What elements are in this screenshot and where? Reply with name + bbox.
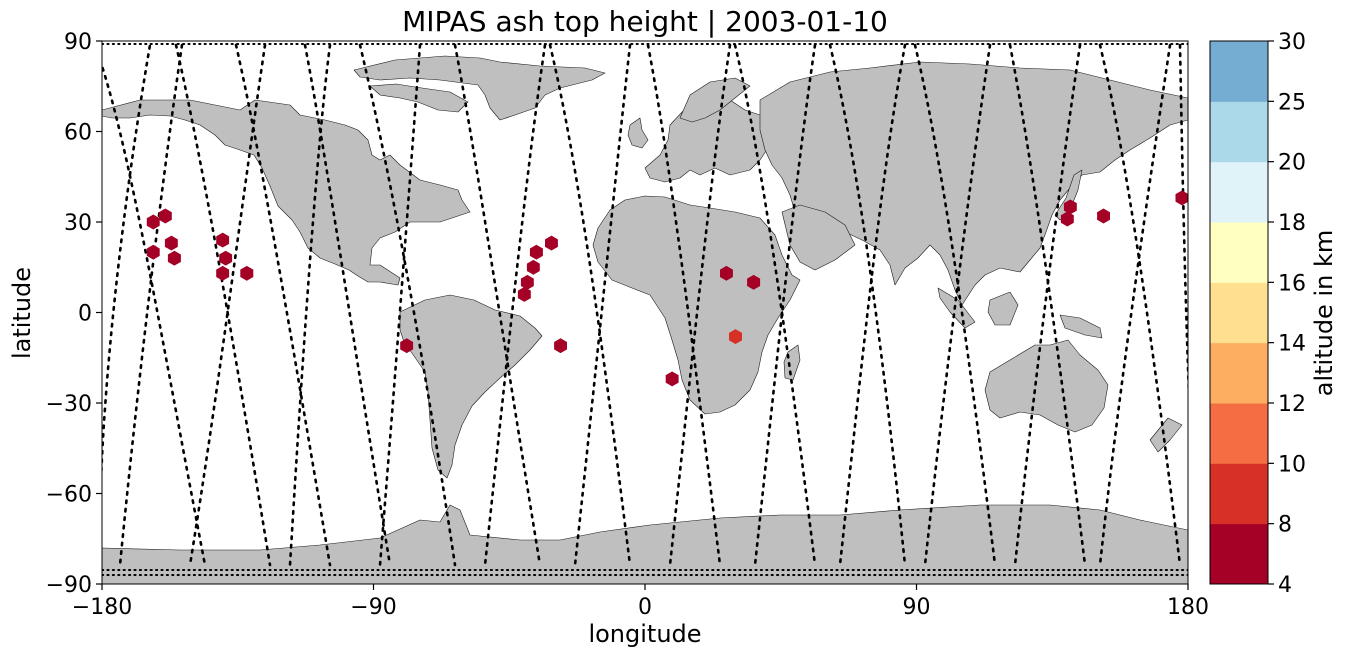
ash-marker xyxy=(219,250,233,266)
y-tick-label: −90 xyxy=(46,573,92,598)
ash-marker xyxy=(240,265,254,281)
land-sumatra xyxy=(937,287,976,329)
land-arctic-islands xyxy=(369,83,469,113)
colorbar-tick-label: 16 xyxy=(1278,271,1306,296)
ash-marker xyxy=(720,265,733,281)
ash-marker xyxy=(1097,208,1110,224)
x-tick-label: 180 xyxy=(1167,595,1209,620)
y-tick-label: −30 xyxy=(46,392,92,417)
land-antarctica xyxy=(102,504,1188,584)
ash-marker xyxy=(554,338,567,354)
x-tick-label: −180 xyxy=(72,595,132,620)
colorbar-tick-label: 8 xyxy=(1278,513,1292,538)
land-africa xyxy=(592,195,801,415)
x-axis-label: longitude xyxy=(588,620,701,648)
x-tick-label: −90 xyxy=(350,595,396,620)
ash-marker xyxy=(526,259,540,275)
land-new-guinea xyxy=(1059,314,1103,339)
colorbar-frame xyxy=(1209,40,1269,585)
satellite-orbit-tracks xyxy=(102,43,1188,567)
colorbar-segment xyxy=(1210,101,1268,163)
colorbar-tick-label: 30 xyxy=(1278,30,1306,55)
ash-marker xyxy=(545,235,558,251)
ash-marker xyxy=(729,329,742,345)
land-arabia xyxy=(781,204,856,271)
ash-marker xyxy=(1175,190,1189,206)
x-axis-ticks: −180 −90 0 90 180 xyxy=(72,584,1209,620)
ash-marker xyxy=(146,214,160,230)
ash-marker xyxy=(1063,199,1077,215)
land-australia xyxy=(984,339,1109,433)
y-axis-label: latitude xyxy=(8,267,36,359)
ash-marker xyxy=(167,250,181,266)
y-tick-label: −60 xyxy=(46,483,92,508)
colorbar-segment xyxy=(1210,282,1268,344)
ash-marker xyxy=(747,274,761,290)
colorbar-tick-label: 4 xyxy=(1278,573,1292,598)
y-tick-label: 0 xyxy=(78,302,92,327)
ash-marker xyxy=(216,265,230,281)
ash-marker xyxy=(1060,211,1074,227)
colorbar-segment xyxy=(1210,161,1268,223)
colorbar-segment xyxy=(1210,523,1268,585)
colorbar-tick-label: 10 xyxy=(1278,452,1306,477)
ash-marker xyxy=(517,286,531,302)
colorbar-segment xyxy=(1210,222,1268,283)
land-uk xyxy=(627,117,649,149)
x-tick-label: 0 xyxy=(638,595,652,620)
colorbar-tick-label: 25 xyxy=(1278,90,1306,115)
land-north-america xyxy=(102,99,471,286)
ash-marker xyxy=(146,244,160,260)
ash-marker xyxy=(400,338,414,354)
colorbar-tick-label: 18 xyxy=(1278,211,1306,236)
colorbar-tick-label: 12 xyxy=(1278,392,1306,417)
chart-title: MIPAS ash top height | 2003-01-10 xyxy=(402,5,888,38)
land-scandinavia xyxy=(679,77,751,123)
colorbar-tick-label: 20 xyxy=(1278,151,1306,176)
colorbar-segment xyxy=(1210,463,1268,525)
ash-marker xyxy=(158,208,172,224)
ash-marker xyxy=(529,244,543,260)
ash-marker xyxy=(520,274,534,290)
ash-marker xyxy=(665,371,679,387)
y-axis-ticks: −90 −60 −30 0 30 60 90 xyxy=(46,30,102,598)
land-new-zealand xyxy=(1149,417,1183,453)
colorbar: 4 8 10 12 14 16 18 20 25 30 xyxy=(1209,30,1306,598)
ash-detection-markers xyxy=(146,190,1189,387)
colorbar-segment xyxy=(1210,403,1268,464)
ash-marker xyxy=(216,232,230,248)
x-tick-label: 90 xyxy=(903,595,931,620)
y-tick-label: 90 xyxy=(64,30,92,55)
land-south-america xyxy=(399,294,543,479)
ash-marker xyxy=(164,235,178,251)
colorbar-tick-label: 14 xyxy=(1278,332,1306,357)
land-borneo xyxy=(987,291,1019,326)
y-tick-label: 60 xyxy=(64,121,92,146)
y-tick-label: 30 xyxy=(64,211,92,236)
colorbar-segment xyxy=(1210,41,1268,102)
colorbar-label: altitude in km xyxy=(1310,230,1338,397)
colorbar-segment xyxy=(1210,342,1268,404)
